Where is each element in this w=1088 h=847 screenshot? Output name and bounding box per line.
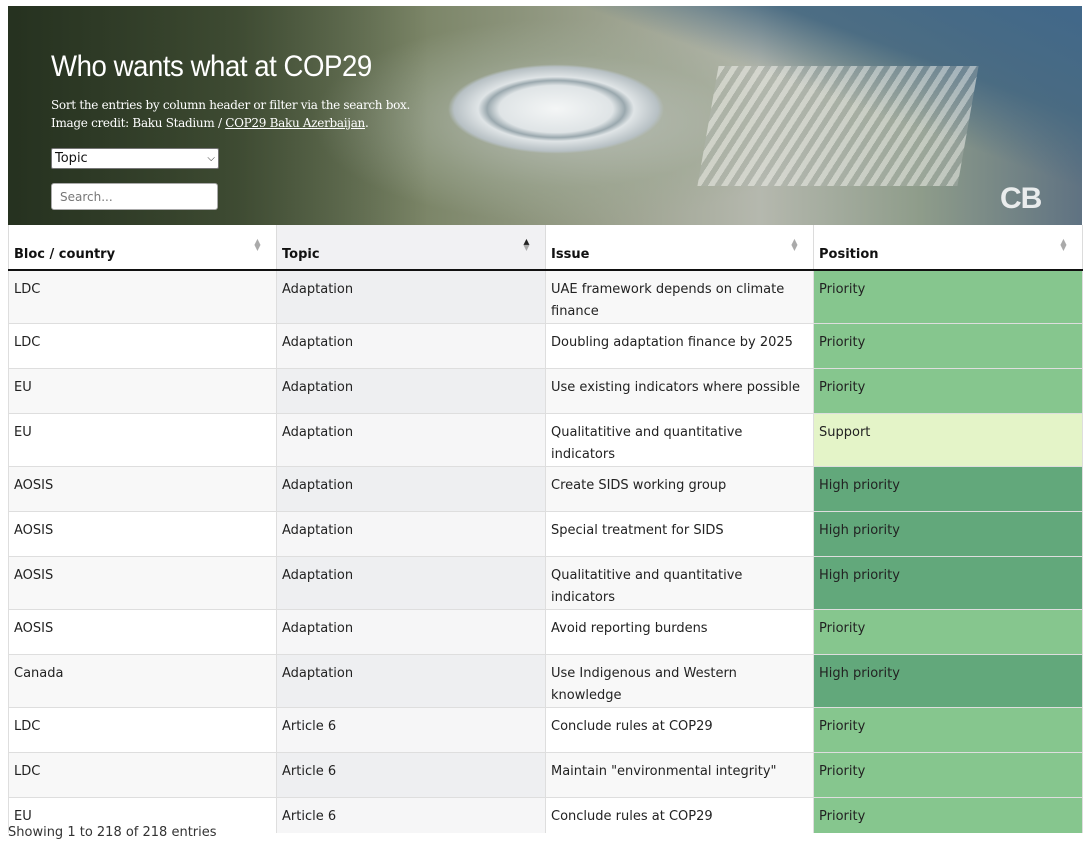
- header-description: Sort the entries by column header or fil…: [51, 96, 431, 132]
- column-header-topic[interactable]: Topic ▲ ▼: [276, 225, 546, 271]
- cell-bloc: AOSIS: [8, 609, 277, 655]
- column-label: Issue: [551, 247, 590, 262]
- cell-topic: Article 6: [276, 752, 546, 798]
- table-info: Showing 1 to 218 of 218 entries: [8, 825, 217, 840]
- cell-issue: Qualitatitive and quantitative indicator…: [545, 556, 814, 610]
- cell-bloc: Canada: [8, 654, 277, 708]
- cell-issue: Conclude rules at COP29: [545, 707, 814, 753]
- cell-bloc: AOSIS: [8, 511, 277, 557]
- cell-position: Priority: [813, 609, 1083, 655]
- search-input[interactable]: Search...: [51, 183, 218, 210]
- cell-issue: Avoid reporting burdens: [545, 609, 814, 655]
- sort-icon: ▲ ▼: [791, 237, 798, 252]
- credit-prefix: Image credit: Baku Stadium /: [51, 116, 226, 130]
- cell-position: High priority: [813, 654, 1083, 708]
- table-row: EU Adaptation Use existing indicators wh…: [8, 368, 1083, 414]
- table-row: AOSIS Adaptation Special treatment for S…: [8, 511, 1083, 557]
- table-row: Canada Adaptation Use Indigenous and Wes…: [8, 654, 1083, 708]
- cell-topic: Adaptation: [276, 511, 546, 557]
- cell-issue: Use Indigenous and Western knowledge: [545, 654, 814, 708]
- column-header-position[interactable]: Position ▲ ▼: [813, 225, 1083, 271]
- table-row: LDC Adaptation UAE framework depends on …: [8, 270, 1083, 324]
- column-label: Bloc / country: [14, 247, 116, 262]
- cell-topic: Adaptation: [276, 654, 546, 708]
- cell-topic: Adaptation: [276, 368, 546, 414]
- cell-topic: Adaptation: [276, 270, 546, 324]
- cell-topic: Article 6: [276, 707, 546, 753]
- cell-issue: Conclude rules at COP29: [545, 797, 814, 833]
- page-title: Who wants what at COP29: [51, 50, 372, 83]
- sort-ascending-icon: ▲ ▼: [523, 237, 530, 252]
- table-row: LDC Article 6 Conclude rules at COP29 Pr…: [8, 707, 1083, 753]
- search-placeholder: Search...: [60, 189, 113, 204]
- table-row: AOSIS Adaptation Qualitatitive and quant…: [8, 556, 1083, 610]
- table-row: AOSIS Adaptation Create SIDS working gro…: [8, 466, 1083, 512]
- header-banner: Who wants what at COP29 Sort the entries…: [8, 6, 1082, 225]
- cell-position: Priority: [813, 797, 1083, 833]
- table-row: LDC Adaptation Doubling adaptation finan…: [8, 323, 1083, 369]
- sort-icon: ▲ ▼: [1060, 237, 1067, 252]
- cell-position: Priority: [813, 270, 1083, 324]
- cell-topic: Adaptation: [276, 556, 546, 610]
- cell-bloc: AOSIS: [8, 556, 277, 610]
- cell-bloc: EU: [8, 413, 277, 467]
- cell-position: Priority: [813, 323, 1083, 369]
- sort-icon: ▲ ▼: [254, 237, 261, 252]
- cell-bloc: EU: [8, 797, 277, 833]
- cell-position: High priority: [813, 466, 1083, 512]
- cell-bloc: LDC: [8, 707, 277, 753]
- table-row: LDC Article 6 Maintain "environmental in…: [8, 752, 1083, 798]
- instructions-text: Sort the entries by column header or fil…: [51, 98, 411, 112]
- carbon-brief-logo: CB: [1000, 182, 1042, 215]
- cell-position: High priority: [813, 511, 1083, 557]
- cell-bloc: LDC: [8, 323, 277, 369]
- cell-bloc: LDC: [8, 270, 277, 324]
- cell-issue: Doubling adaptation finance by 2025: [545, 323, 814, 369]
- cell-bloc: LDC: [8, 752, 277, 798]
- cell-bloc: EU: [8, 368, 277, 414]
- credit-suffix: .: [365, 116, 369, 130]
- cell-issue: UAE framework depends on climate finance: [545, 270, 814, 324]
- select-value: Topic: [55, 151, 88, 166]
- cell-bloc: AOSIS: [8, 466, 277, 512]
- cell-topic: Adaptation: [276, 413, 546, 467]
- table-header-row: Bloc / country ▲ ▼ Topic ▲ ▼ Issue ▲ ▼ Posi…: [8, 225, 1083, 271]
- cell-issue: Special treatment for SIDS: [545, 511, 814, 557]
- table-row: EU Adaptation Qualitatitive and quantita…: [8, 413, 1083, 467]
- column-label: Position: [819, 247, 879, 262]
- table-row: AOSIS Adaptation Avoid reporting burdens…: [8, 609, 1083, 655]
- cell-position: Priority: [813, 707, 1083, 753]
- cell-position: High priority: [813, 556, 1083, 610]
- column-header-bloc[interactable]: Bloc / country ▲ ▼: [8, 225, 277, 271]
- cell-position: Support: [813, 413, 1083, 467]
- cell-position: Priority: [813, 368, 1083, 414]
- cell-topic: Adaptation: [276, 323, 546, 369]
- table-row: EU Article 6 Conclude rules at COP29 Pri…: [8, 797, 1083, 833]
- column-label: Topic: [282, 247, 320, 262]
- credit-link[interactable]: COP29 Baku Azerbaijan: [225, 116, 365, 130]
- image-credit: Image credit: Baku Stadium / COP29 Baku …: [51, 114, 431, 132]
- positions-table: Bloc / country ▲ ▼ Topic ▲ ▼ Issue ▲ ▼ Posi…: [8, 225, 1083, 833]
- cell-issue: Use existing indicators where possible: [545, 368, 814, 414]
- cell-issue: Create SIDS working group: [545, 466, 814, 512]
- cell-topic: Adaptation: [276, 609, 546, 655]
- cell-topic: Adaptation: [276, 466, 546, 512]
- column-filter-select[interactable]: Topic ⌵: [51, 148, 219, 169]
- cell-issue: Maintain "environmental integrity": [545, 752, 814, 798]
- cell-issue: Qualitatitive and quantitative indicator…: [545, 413, 814, 467]
- column-header-issue[interactable]: Issue ▲ ▼: [545, 225, 814, 271]
- cell-position: Priority: [813, 752, 1083, 798]
- cell-topic: Article 6: [276, 797, 546, 833]
- chevron-down-icon: ⌵: [207, 153, 215, 164]
